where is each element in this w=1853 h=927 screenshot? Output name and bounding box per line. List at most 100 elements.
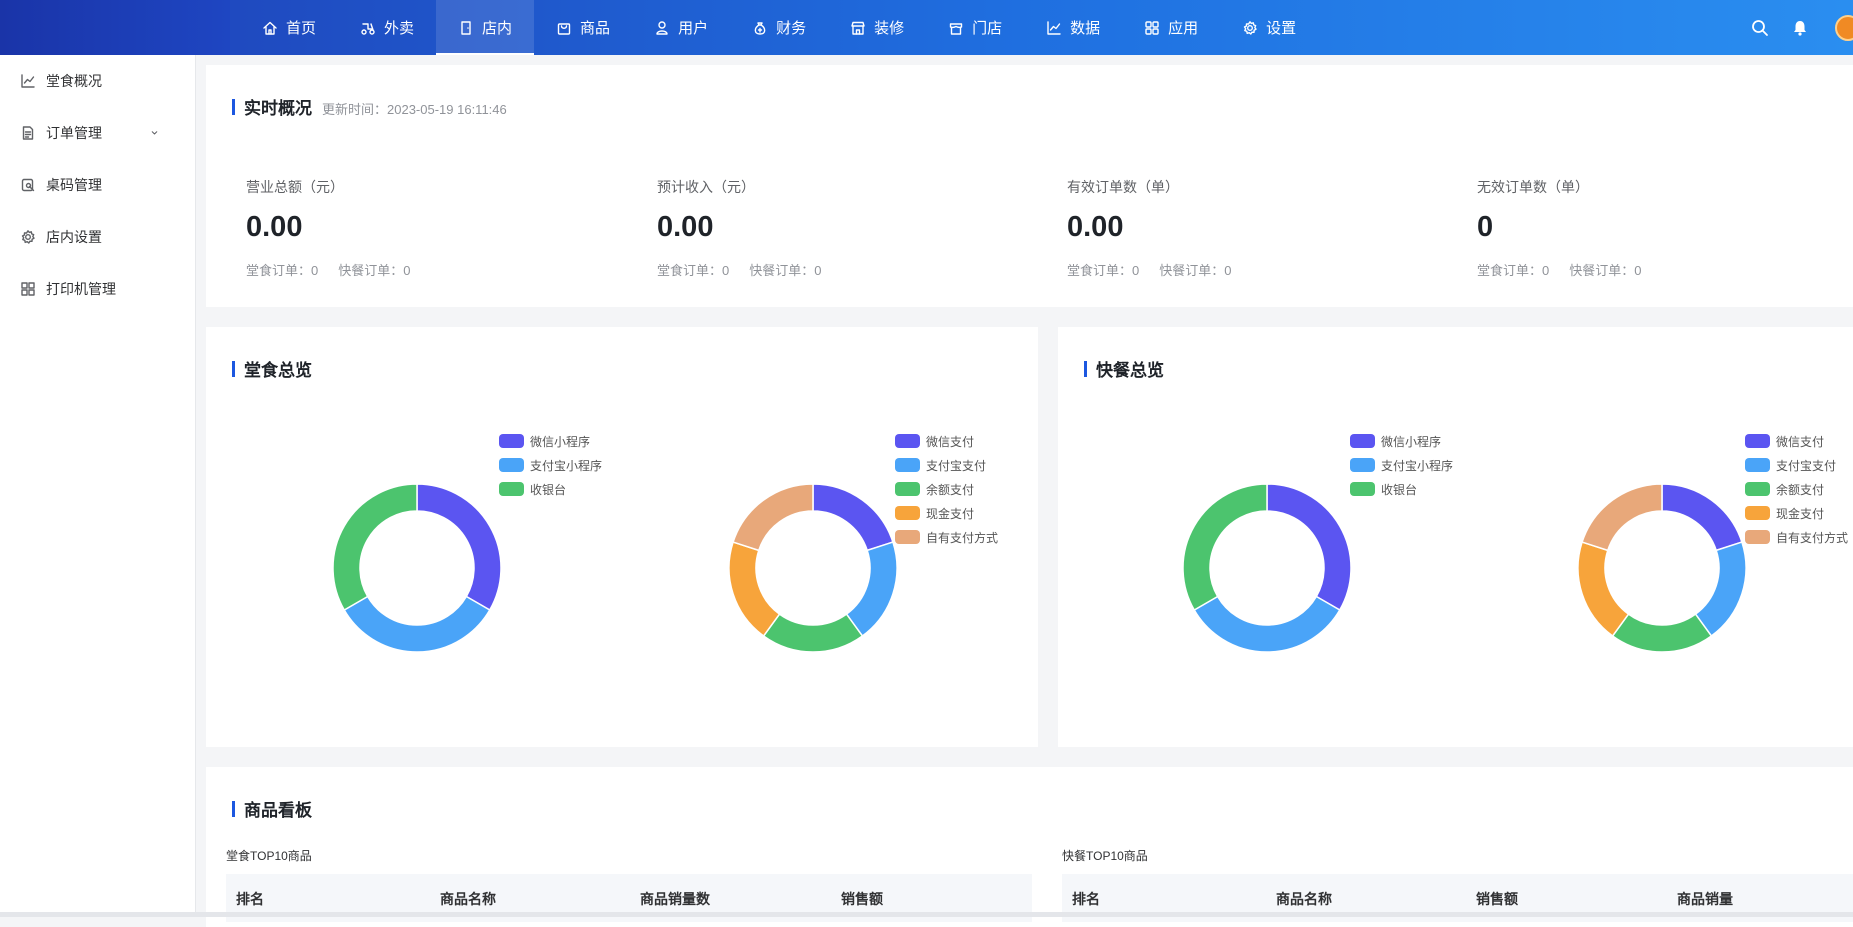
realtime-header: 实时概况 更新时间：2023-05-19 16:11:46 [232,94,507,119]
legend-item[interactable]: 余额支付 [1745,477,1848,501]
top-right-tools [1731,0,1853,55]
title-accent-bar [1084,361,1087,377]
column-header[interactable]: 商品名称 [1276,889,1332,909]
nav-item[interactable]: 店内 [436,0,534,55]
donut-slice[interactable] [847,542,897,636]
dine-order-count: 堂食订单：0 [1477,263,1549,278]
legend-item[interactable]: 余额支付 [895,477,998,501]
avatar[interactable] [1835,15,1853,41]
goods-board-title: 商品看板 [244,796,312,821]
legend-item[interactable]: 支付宝小程序 [1350,453,1453,477]
legend-label: 现金支付 [926,505,974,522]
donut-slice[interactable] [344,597,489,653]
nav-item[interactable]: 应用 [1122,0,1220,55]
donut-slice[interactable] [1578,542,1628,636]
nav-item[interactable]: 门店 [926,0,1024,55]
donut-slice[interactable] [1183,484,1267,610]
donut-slice[interactable] [1194,597,1339,653]
column-header[interactable]: 排名 [236,889,264,909]
nav-item[interactable]: 装修 [828,0,926,55]
sidebar-item[interactable]: 订单管理 [0,107,195,159]
fast-overview-title: 快餐总览 [1096,356,1164,381]
sidebar-item[interactable]: 桌码管理 [0,159,195,211]
donut-slice[interactable] [733,484,813,550]
nav-item-label: 应用 [1168,17,1198,38]
sidebar: 堂食概况订单管理桌码管理店内设置打印机管理 [0,55,196,917]
column-header[interactable]: 商品销量数 [640,889,710,909]
legend-item[interactable]: 现金支付 [1745,501,1848,525]
legend-item[interactable]: 收银台 [499,477,602,501]
legend-label: 支付宝小程序 [530,457,602,474]
nav-item[interactable]: 商品 [534,0,632,55]
legend-swatch [895,458,920,472]
column-header[interactable]: 销售额 [1476,889,1518,909]
bag-icon [556,20,572,36]
legend-item[interactable]: 自有支付方式 [1745,525,1848,549]
search-icon[interactable] [1749,17,1771,39]
donut-slice[interactable] [333,484,417,610]
stat-value: 0.00 [657,211,821,244]
column-header[interactable]: 商品销量 [1677,889,1733,909]
horizontal-scrollbar[interactable] [0,912,1853,917]
donut-slice[interactable] [1662,484,1742,550]
fast-overview-header: 快餐总览 [1084,356,1164,381]
nav-item[interactable]: 首页 [240,0,338,55]
nav-item[interactable]: 数据 [1024,0,1122,55]
sidebar-item[interactable]: 店内设置 [0,211,195,263]
nav-item-label: 用户 [678,17,708,38]
stat-breakdown: 堂食订单：0 快餐订单：0 [657,260,821,279]
legend-label: 支付宝支付 [926,457,986,474]
legend-item[interactable]: 支付宝支付 [1745,453,1848,477]
donut-slice[interactable] [764,614,863,652]
donut-slice[interactable] [729,542,779,636]
donut-slice[interactable] [1613,614,1712,652]
legend-item[interactable]: 现金支付 [895,501,998,525]
door-icon [458,20,474,36]
sidebar-item[interactable]: 堂食概况 [0,55,195,107]
sidebar-item[interactable]: 打印机管理 [0,263,195,315]
nav-item[interactable]: 外卖 [338,0,436,55]
legend-label: 微信小程序 [1381,433,1441,450]
donut-slice[interactable] [1582,484,1662,550]
donut-slice[interactable] [1267,484,1351,610]
legend-swatch [895,506,920,520]
legend-item[interactable]: 自有支付方式 [895,525,998,549]
nav-item[interactable]: 财务 [730,0,828,55]
nav-item-label: 外卖 [384,17,414,38]
column-header[interactable]: 销售额 [841,889,883,909]
legend-item[interactable]: 微信支付 [895,429,998,453]
nav-item[interactable]: 用户 [632,0,730,55]
chart-icon [1046,20,1062,36]
nav-item[interactable]: 设置 [1220,0,1318,55]
dine-order-count: 堂食订单：0 [657,263,729,278]
apps-icon [1144,20,1160,36]
chevron-down-icon [150,127,162,139]
legend-label: 现金支付 [1776,505,1824,522]
column-header[interactable]: 商品名称 [440,889,496,909]
realtime-title: 实时概况 [244,94,312,119]
legend-label: 支付宝支付 [1776,457,1836,474]
legend-item[interactable]: 微信小程序 [1350,429,1453,453]
realtime-card: 实时概况 更新时间：2023-05-19 16:11:46 营业总额（元）0.0… [206,65,1853,307]
legend-item[interactable]: 支付宝支付 [895,453,998,477]
title-accent-bar [232,801,235,817]
stat-value: 0.00 [1067,211,1231,244]
legend-item[interactable]: 支付宝小程序 [499,453,602,477]
legend-item[interactable]: 收银台 [1350,477,1453,501]
title-accent-bar [232,99,235,115]
fast-order-count: 快餐订单：0 [338,263,410,278]
tablecode-icon [20,177,36,193]
donut-slice[interactable] [417,484,501,610]
bell-icon[interactable] [1789,17,1811,39]
legend-item[interactable]: 微信小程序 [499,429,602,453]
legend-item[interactable]: 微信支付 [1745,429,1848,453]
storefront-icon [850,20,866,36]
fast-order-count: 快餐订单：0 [749,263,821,278]
donut-slice[interactable] [813,484,893,550]
donut-slice[interactable] [1696,542,1746,636]
column-header[interactable]: 排名 [1072,889,1100,909]
legend-swatch [895,530,920,544]
